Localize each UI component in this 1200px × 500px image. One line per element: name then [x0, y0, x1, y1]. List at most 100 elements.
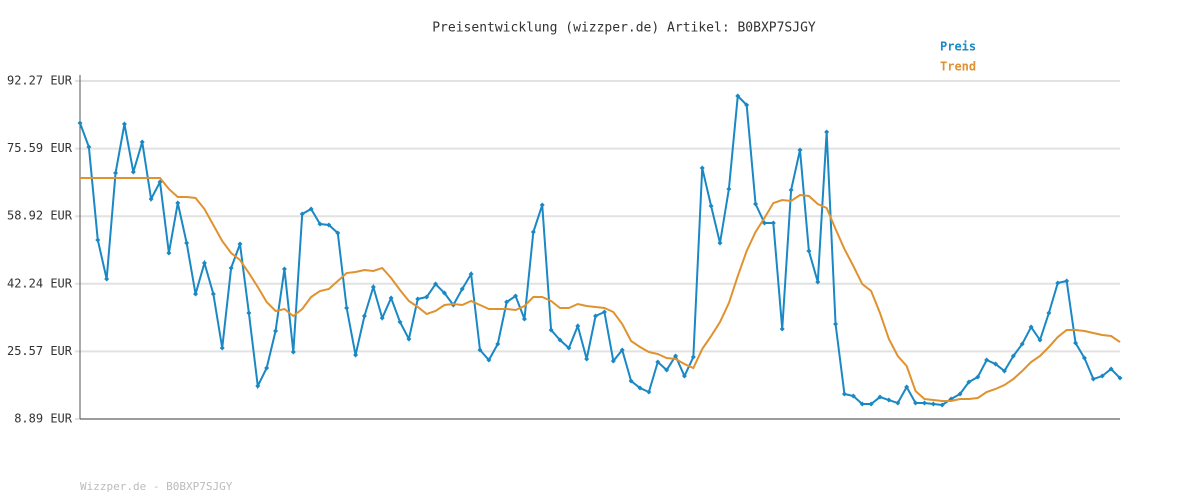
point — [753, 201, 759, 207]
point — [637, 385, 643, 391]
point — [104, 276, 110, 282]
point — [406, 336, 412, 342]
point — [833, 321, 839, 327]
point — [744, 102, 750, 108]
legend-label: Trend — [940, 60, 976, 74]
y-tick-label: 75.59 EUR — [7, 141, 73, 155]
point — [1073, 340, 1079, 346]
point — [335, 230, 341, 236]
point — [859, 401, 865, 407]
point — [379, 315, 385, 321]
point — [361, 313, 367, 319]
point — [219, 345, 225, 351]
footer: Wizzper.de - B0BXP7SJGY — [80, 480, 233, 493]
point — [975, 374, 981, 380]
point — [539, 202, 545, 208]
point — [308, 206, 314, 212]
point — [984, 357, 990, 363]
point — [806, 248, 812, 254]
point — [957, 391, 963, 397]
point — [797, 147, 803, 153]
point — [868, 401, 874, 407]
point — [779, 326, 785, 332]
point — [326, 222, 332, 228]
y-tick-label: 8.89 EUR — [14, 412, 73, 426]
point — [459, 286, 465, 292]
point — [655, 359, 661, 365]
point — [619, 347, 625, 353]
point — [815, 279, 821, 285]
point — [184, 240, 190, 246]
point — [584, 356, 590, 362]
point — [1037, 337, 1043, 343]
point — [735, 93, 741, 99]
point — [495, 341, 501, 347]
point — [1019, 341, 1025, 347]
point — [477, 347, 483, 353]
point — [299, 211, 305, 217]
chart-title: Preisentwicklung (wizzper.de) Artikel: B… — [432, 21, 816, 36]
point — [468, 271, 474, 277]
point — [95, 237, 101, 243]
point — [281, 266, 287, 272]
point — [601, 309, 607, 315]
y-tick-label: 42.24 EUR — [7, 276, 73, 290]
point — [246, 310, 252, 316]
point — [993, 361, 999, 367]
point — [921, 400, 927, 406]
point — [841, 391, 847, 397]
point — [939, 402, 945, 408]
point — [344, 305, 350, 311]
point — [530, 229, 536, 235]
series-line — [79, 93, 1121, 407]
point — [557, 337, 563, 343]
y-tick-label: 58.92 EUR — [7, 209, 73, 223]
point — [237, 241, 243, 247]
y-tick-label: 92.27 EUR — [7, 74, 73, 88]
point — [290, 349, 296, 355]
point — [877, 394, 883, 400]
point — [824, 129, 830, 135]
point — [1090, 376, 1096, 382]
point — [397, 319, 403, 325]
point — [1108, 366, 1114, 372]
point — [521, 316, 527, 322]
point — [788, 187, 794, 193]
point — [273, 328, 279, 334]
point — [424, 294, 430, 300]
point — [850, 393, 856, 399]
point — [1028, 324, 1034, 330]
point — [1081, 355, 1087, 361]
point — [966, 379, 972, 385]
series-line — [80, 177, 1121, 403]
point — [646, 389, 652, 395]
point — [566, 345, 572, 351]
point — [1010, 353, 1016, 359]
point — [726, 186, 732, 192]
point — [513, 293, 519, 299]
point — [681, 373, 687, 379]
point — [1055, 280, 1061, 286]
point — [575, 323, 581, 329]
point — [548, 327, 554, 333]
point — [166, 250, 172, 256]
point — [486, 357, 492, 363]
point — [388, 295, 394, 301]
point — [593, 313, 599, 319]
point — [1001, 368, 1007, 374]
point — [770, 220, 776, 226]
point — [148, 196, 154, 202]
point — [317, 221, 323, 227]
point — [504, 299, 510, 305]
legend-label: Preis — [940, 40, 976, 54]
point — [904, 384, 910, 390]
point — [664, 367, 670, 373]
point — [433, 281, 439, 287]
point — [673, 353, 679, 359]
y-tick-label: 25.57 EUR — [7, 344, 73, 358]
point — [201, 260, 207, 266]
point — [113, 170, 119, 176]
point — [86, 144, 92, 150]
